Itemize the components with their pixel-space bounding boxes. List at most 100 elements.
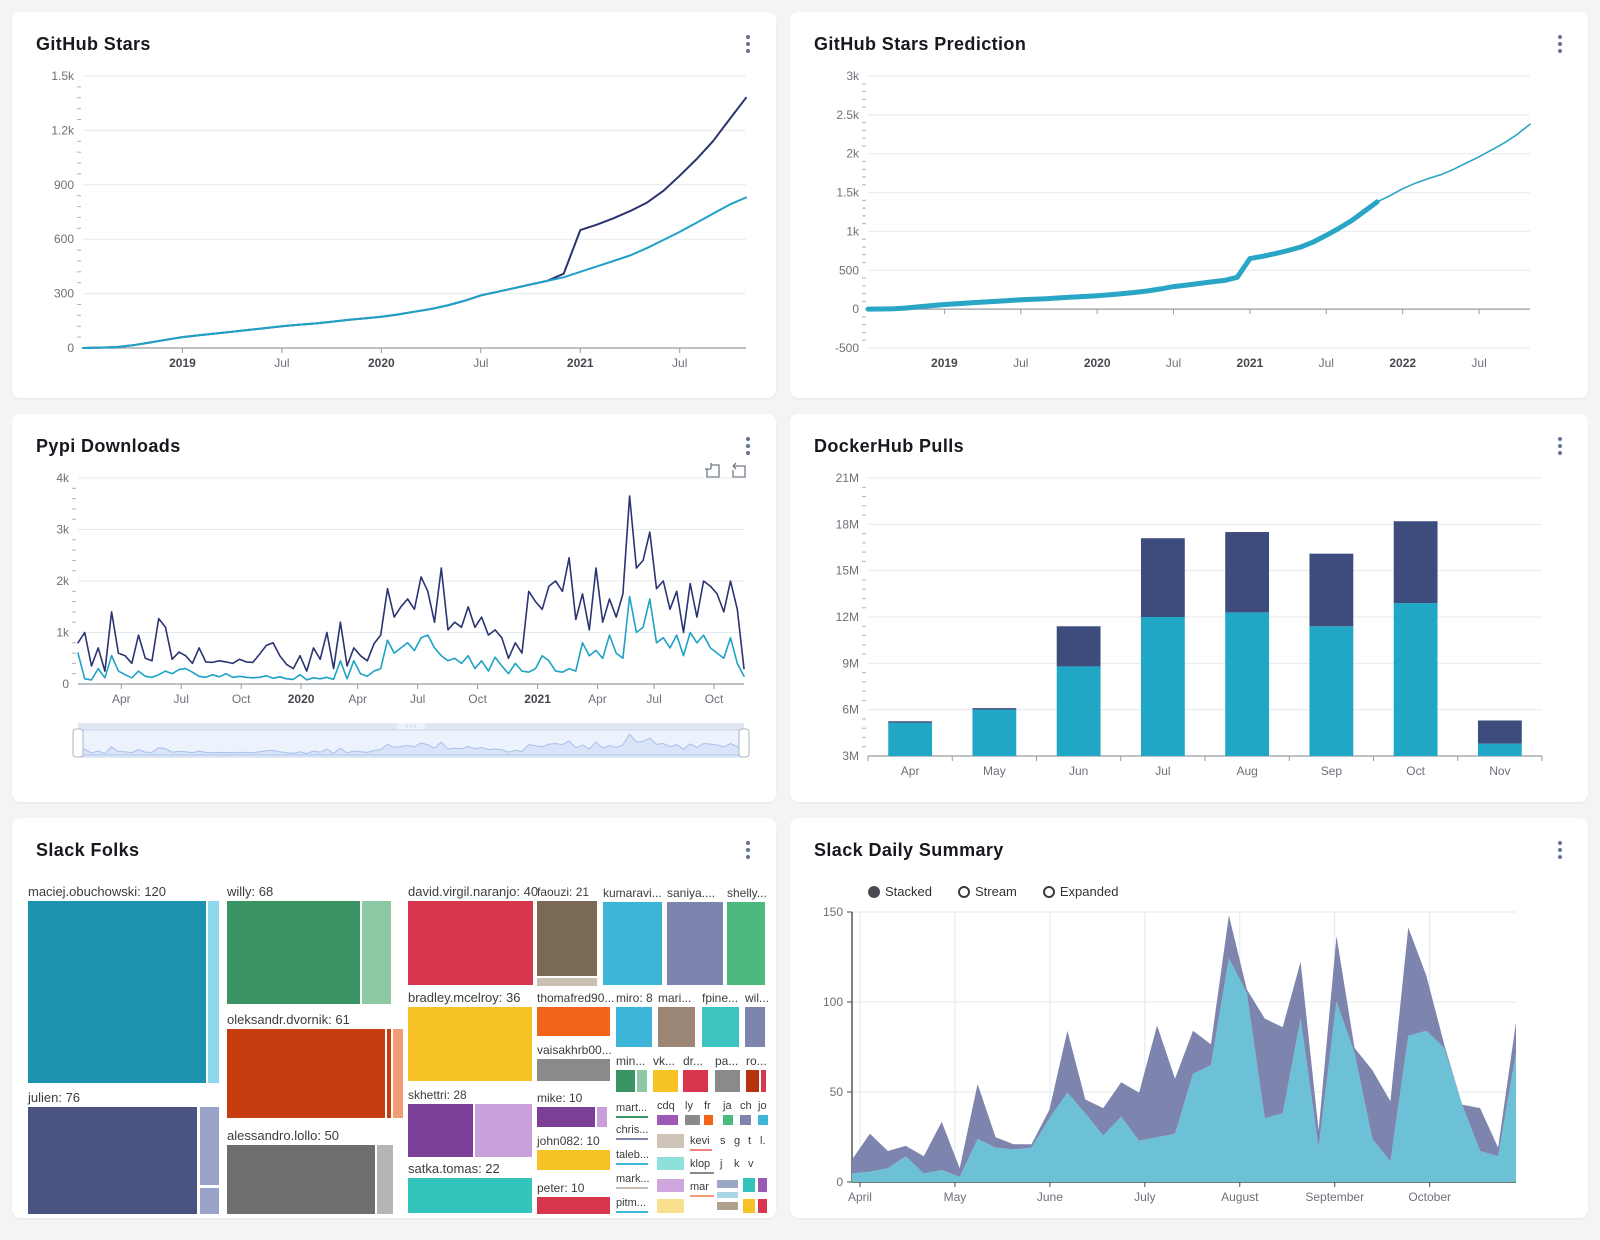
treemap-node[interactable]	[537, 1007, 610, 1036]
treemap-node[interactable]	[537, 1107, 595, 1127]
treemap-node[interactable]	[761, 1070, 766, 1092]
treemap-node[interactable]	[702, 1007, 739, 1047]
treemap-node[interactable]	[227, 1145, 375, 1214]
treemap-node[interactable]	[717, 1180, 738, 1188]
treemap-node[interactable]	[387, 1029, 391, 1118]
kebab-menu-icon[interactable]	[740, 436, 756, 456]
treemap-node[interactable]	[408, 1104, 473, 1157]
treemap-node-tag[interactable]: mar	[690, 1182, 714, 1197]
treemap-node-tag[interactable]: taleb...	[616, 1150, 649, 1165]
svg-text:Oct: Oct	[468, 692, 487, 706]
treemap-node[interactable]	[362, 901, 391, 1004]
treemap-node-label: willy: 68	[227, 884, 274, 899]
treemap-node[interactable]	[758, 1115, 768, 1125]
treemap-node[interactable]	[743, 1199, 755, 1213]
treemap-node[interactable]	[200, 1188, 219, 1214]
legend-item-stacked[interactable]: Stacked	[868, 884, 932, 899]
treemap-node[interactable]	[393, 1029, 403, 1118]
treemap-node[interactable]	[616, 1007, 652, 1047]
treemap-node-tag[interactable]: g	[734, 1135, 741, 1147]
treemap-node-tag[interactable]: l.	[760, 1135, 766, 1147]
treemap-node[interactable]	[603, 902, 662, 985]
panel-title: GitHub Stars Prediction	[814, 34, 1027, 54]
card-slack-daily-summary: Slack Daily Summary Stacked Stream Expan…	[790, 818, 1588, 1218]
svg-text:July: July	[1134, 1190, 1155, 1204]
treemap-node[interactable]	[537, 1059, 610, 1081]
treemap-node[interactable]	[758, 1178, 767, 1192]
treemap-node[interactable]	[537, 978, 597, 986]
treemap-node[interactable]	[653, 1070, 678, 1092]
treemap-node-tag[interactable]: v	[748, 1158, 754, 1170]
slider-handle-right[interactable]	[738, 728, 750, 758]
treemap-node-tag[interactable]: t	[748, 1135, 752, 1147]
treemap-node-tag[interactable]: mark...	[616, 1174, 650, 1189]
restore-zoom-icon[interactable]	[730, 462, 748, 480]
treemap-node[interactable]	[637, 1070, 647, 1092]
treemap-node-label: kumaravi...	[603, 886, 662, 900]
treemap-node[interactable]	[475, 1104, 532, 1157]
treemap-node[interactable]	[227, 901, 360, 1004]
treemap-node[interactable]	[667, 902, 723, 985]
treemap-node[interactable]	[227, 1029, 385, 1118]
treemap-node[interactable]	[745, 1007, 765, 1047]
treemap-node[interactable]	[28, 1107, 197, 1214]
treemap-node[interactable]	[746, 1070, 759, 1092]
zoom-select-icon[interactable]	[704, 462, 722, 480]
treemap-node-label: bradley.mcelroy: 36	[408, 990, 521, 1005]
kebab-menu-icon[interactable]	[740, 840, 756, 860]
slider-handle-left[interactable]	[72, 728, 84, 758]
treemap-node[interactable]	[537, 1197, 610, 1214]
treemap-node[interactable]	[727, 902, 765, 985]
treemap-node[interactable]	[657, 1134, 684, 1148]
treemap-node-tag[interactable]: s	[720, 1135, 726, 1147]
svg-text:2022: 2022	[1389, 356, 1416, 370]
treemap-node[interactable]	[657, 1115, 678, 1125]
treemap-node[interactable]	[715, 1070, 740, 1092]
treemap-node[interactable]	[657, 1199, 684, 1213]
treemap-node[interactable]	[377, 1145, 393, 1214]
treemap-node[interactable]	[408, 901, 533, 985]
treemap-node-tag[interactable]: mart...	[616, 1103, 648, 1118]
treemap-node[interactable]	[408, 1178, 532, 1213]
treemap-node-label: john082: 10	[537, 1134, 600, 1148]
treemap-node[interactable]	[685, 1115, 700, 1125]
treemap-node-tag[interactable]: chris...	[616, 1125, 648, 1140]
treemap-node-tag[interactable]: k	[734, 1158, 740, 1170]
treemap-node-tag[interactable]: j	[720, 1158, 723, 1170]
treemap-node[interactable]	[537, 1150, 610, 1170]
treemap-node-tag[interactable]: kevi	[690, 1136, 712, 1151]
treemap-node[interactable]	[658, 1007, 695, 1047]
treemap-node[interactable]	[743, 1178, 755, 1192]
treemap-node[interactable]	[758, 1199, 767, 1213]
treemap-node[interactable]	[200, 1107, 219, 1185]
kebab-menu-icon[interactable]	[1552, 34, 1568, 54]
kebab-menu-icon[interactable]	[1552, 436, 1568, 456]
treemap-node[interactable]	[683, 1070, 708, 1092]
treemap-node-tag[interactable]: klop	[690, 1159, 714, 1174]
card-github-stars: GitHub Stars 0 300 600 900 1.2k 1.5k 2019 Jul 20…	[12, 12, 776, 398]
kebab-menu-icon[interactable]	[1552, 840, 1568, 860]
treemap-node-label: mike: 10	[537, 1091, 583, 1105]
svg-text:0: 0	[62, 677, 69, 691]
kebab-menu-icon[interactable]	[740, 34, 756, 54]
treemap-node[interactable]	[717, 1192, 738, 1198]
treemap-node[interactable]	[657, 1179, 684, 1192]
treemap-node[interactable]	[717, 1202, 738, 1210]
legend-item-stream[interactable]: Stream	[957, 884, 1017, 899]
datazoom-slider[interactable]	[28, 722, 760, 764]
treemap-node[interactable]	[657, 1157, 684, 1170]
treemap-node[interactable]	[616, 1070, 635, 1092]
treemap-node[interactable]	[208, 901, 219, 1083]
treemap-node[interactable]	[704, 1115, 713, 1125]
treemap-node[interactable]	[28, 901, 206, 1083]
treemap-node[interactable]	[723, 1115, 733, 1125]
treemap-node-tag[interactable]: pitm...	[616, 1198, 648, 1213]
svg-text:9M: 9M	[842, 656, 859, 670]
legend-item-expanded[interactable]: Expanded	[1042, 884, 1118, 899]
treemap-node[interactable]	[408, 1007, 532, 1081]
treemap-node[interactable]	[740, 1115, 751, 1125]
treemap-node[interactable]	[597, 1107, 607, 1127]
svg-text:Jul: Jul	[1155, 764, 1170, 778]
legend-label: Stacked	[885, 884, 932, 899]
treemap-node[interactable]	[537, 901, 597, 976]
